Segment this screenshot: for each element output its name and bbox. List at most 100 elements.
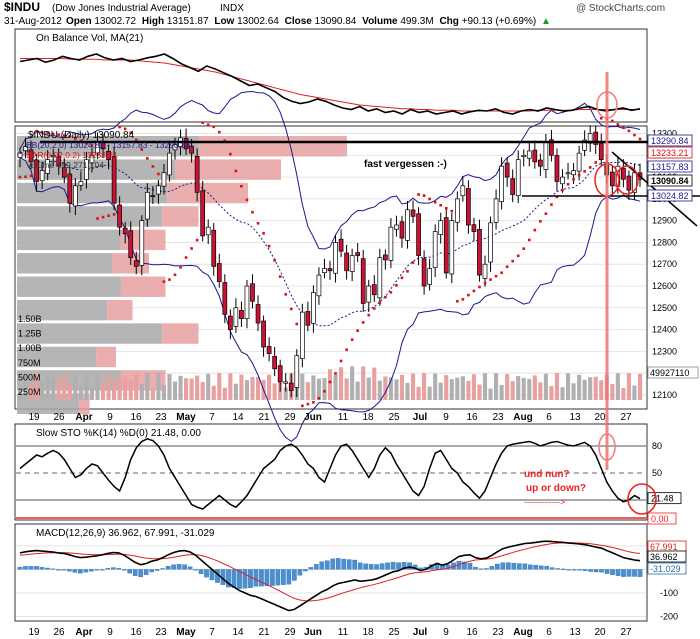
macd-hist-bar [330,558,336,570]
candle-body [504,162,510,178]
vbp-bar-red [96,346,116,368]
sar-dot [633,133,636,137]
volume-bar [316,378,321,400]
macd-hist-bar [275,569,281,586]
candle-body [488,222,493,263]
sar-dot [234,169,238,173]
sar-dot [361,321,365,324]
open-label: Open [66,16,92,27]
volume-bar [100,383,106,400]
x-axis-label: 27 [620,627,632,638]
sar-dot [317,396,321,400]
candle-body [266,346,272,354]
x-axis-label: 6 [546,627,552,638]
macd-hist-bar [94,569,100,571]
sar-dot [40,130,44,134]
price-tick-label: 12700 [652,259,677,269]
macd-hist-bar [401,561,407,570]
volume-bar [466,380,471,400]
macd-hist-bar [165,565,171,570]
candle-body [355,252,361,256]
candle-body [360,258,366,304]
volume-bar [128,380,133,400]
volume-bar [123,376,128,400]
close-value: 13090.84 [315,16,357,27]
sto-k-line [19,437,641,510]
sar-dot [594,161,598,164]
candle-body [609,171,615,187]
sar-dot [516,254,520,258]
macd-tick-label: -100 [660,588,678,598]
vbp-bar-red [107,299,133,321]
sar-dot [195,238,199,242]
candle-body [532,149,538,163]
volume-tick-label: 750M [18,358,41,368]
price-tag-value: 13290.84 [651,136,689,146]
macd-hist-bar [28,566,34,570]
macd-hist-bar [522,563,528,570]
x-axis-label: 6 [546,412,552,423]
macd-hist-bar [193,569,198,571]
x-axis-label: 18 [362,627,374,638]
candle-body [565,172,571,175]
sar-dot [212,125,216,129]
sar-dot [411,261,415,264]
x-axis-label: 23 [492,627,504,638]
sar-dot [68,135,72,138]
candle-body [416,213,421,256]
price-tag-value: 13233.21 [651,148,689,158]
volume-bar [399,375,405,400]
candle-body [477,229,482,276]
sto-tag-box [647,492,682,505]
candle-body [122,227,128,235]
sar-dot [251,210,254,214]
candle-body [471,224,477,232]
macd-hist-bar [390,561,396,570]
sar-dot [428,197,431,201]
macd-hist-bar [549,567,555,570]
volume-bar [95,373,100,400]
sar-dot [85,141,88,145]
volume-bar [17,388,23,400]
candle-body [288,382,294,391]
volume-tag-box [647,366,699,379]
candle-body [139,220,145,266]
sto-title: Slow STO %K(14) %D(0) 21.48, 0.00 [36,428,201,439]
volume-bar [599,380,604,400]
candle-body [205,226,211,236]
price-tag-value: 13024.82 [651,191,689,201]
candle-body [56,156,62,167]
volume-bar [29,384,34,400]
candle-body [283,381,289,384]
macd-hist-bar [313,564,319,570]
chg-value: +90.13 (+0.69%) [462,16,537,27]
macd-hist-bar [264,569,270,587]
volume-bar [172,381,178,400]
candle-body [421,258,427,287]
x-axis-label: 23 [155,627,167,638]
candle-body [554,155,560,182]
volume-bar [239,374,244,400]
x-axis-label: Jul [413,627,428,638]
volume-bar [117,377,122,400]
macd-panel [14,523,648,622]
volume-bar [460,376,465,400]
volume-bar [62,375,67,400]
volume-bar [621,387,626,400]
volume-bar [200,381,205,400]
macd-hist-bar [527,564,533,570]
volume-bar [377,380,382,400]
volume-tick-label: 500M [18,372,41,382]
sar-dot [206,123,210,127]
sar-dot [433,200,437,204]
macd-hist-bar [292,569,297,581]
sar-dot [278,275,282,278]
macd-hist-bar [511,562,517,570]
vbp-bar-red [120,276,166,297]
sar-dot [35,130,38,133]
volume-bar [305,382,310,400]
up-arrow-icon: ▲ [541,16,551,27]
x-axis-label: 7 [209,412,215,423]
x-axis-label: 9 [107,627,113,638]
volume-bar [632,385,637,400]
